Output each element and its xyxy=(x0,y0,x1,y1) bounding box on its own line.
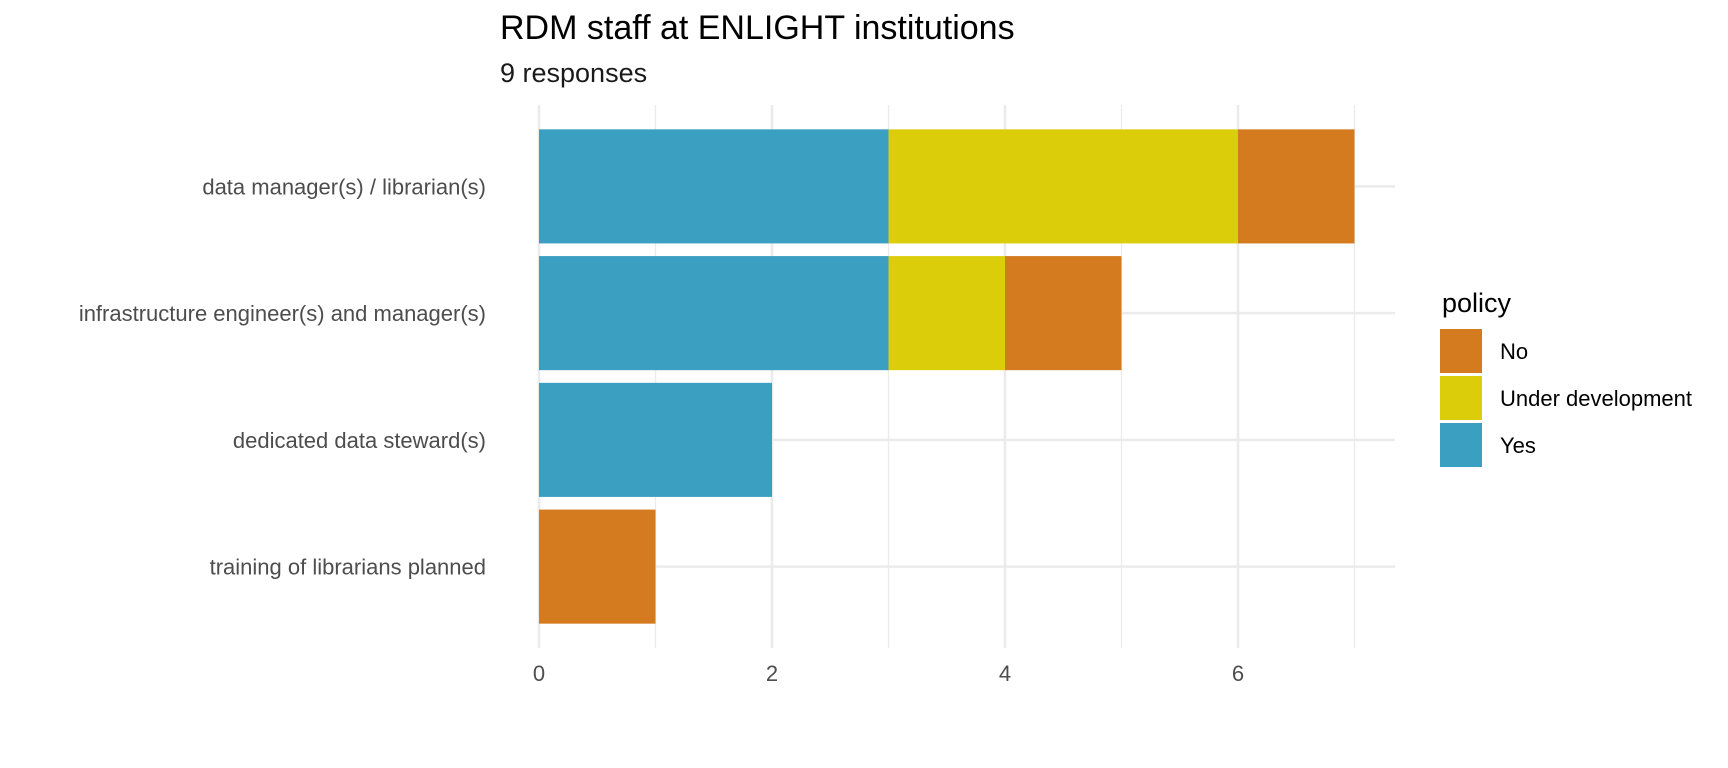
category-label: data manager(s) / librarian(s) xyxy=(202,174,486,199)
bar-segment-yes xyxy=(539,129,889,244)
category-label: infrastructure engineer(s) and manager(s… xyxy=(79,301,486,326)
chart-subtitle: 9 responses xyxy=(500,58,647,88)
legend-key xyxy=(1440,329,1482,373)
bar-segment-no xyxy=(539,509,656,624)
x-tick-label: 4 xyxy=(999,661,1011,686)
bar-segment-under-development xyxy=(888,129,1238,244)
bar-segment-yes xyxy=(539,256,889,371)
legend-key xyxy=(1440,423,1482,467)
legend-label: Yes xyxy=(1500,433,1536,458)
bar-segment-under-development xyxy=(888,256,1005,371)
bar-segment-no xyxy=(1005,256,1122,371)
bar-segment-no xyxy=(1238,129,1355,244)
category-labels: data manager(s) / librarian(s) infrastruc… xyxy=(79,174,486,579)
x-tick-label: 2 xyxy=(766,661,778,686)
legend-key xyxy=(1440,376,1482,420)
legend-title: policy xyxy=(1442,288,1512,318)
chart-title: RDM staff at ENLIGHT institutions xyxy=(500,9,1015,47)
category-label: dedicated data steward(s) xyxy=(233,428,486,453)
x-tick-label: 0 xyxy=(533,661,545,686)
legend-label: Under development xyxy=(1500,386,1692,411)
x-tick-label: 6 xyxy=(1232,661,1244,686)
category-label: training of librarians planned xyxy=(210,555,486,580)
legend-label: No xyxy=(1500,339,1528,364)
bars xyxy=(539,129,1355,624)
x-axis-tick-labels: 0 2 4 6 xyxy=(533,661,1244,686)
bar-segment-yes xyxy=(539,382,772,497)
legend: policy No Under development Yes xyxy=(1440,288,1692,467)
